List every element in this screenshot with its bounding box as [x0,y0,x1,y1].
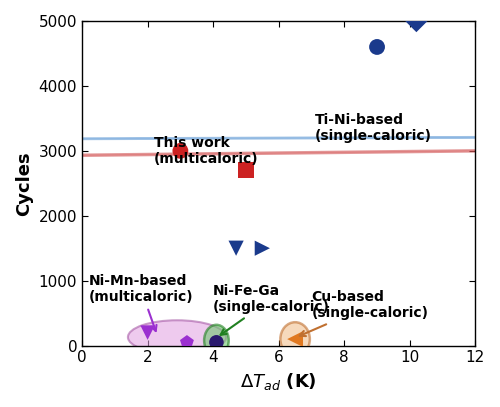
Point [242,167,250,173]
X-axis label: $\Delta T_{ad}$ (K): $\Delta T_{ad}$ (K) [240,371,317,392]
Point [232,245,240,252]
Text: Ni-Mn-based
(multicaloric): Ni-Mn-based (multicaloric) [88,274,193,331]
Text: Ni-Fe-Ga
(single-caloric): Ni-Fe-Ga (single-caloric) [213,284,330,335]
Text: Ti-Ni-based
(single-caloric): Ti-Ni-based (single-caloric) [315,113,432,143]
Point [176,148,184,154]
Ellipse shape [128,320,226,354]
Text: This work
(multicaloric): This work (multicaloric) [154,136,259,166]
Point [212,339,220,346]
Point [373,44,381,50]
Ellipse shape [280,322,310,356]
Point [412,18,420,24]
Text: Cu-based
(single-caloric): Cu-based (single-caloric) [300,290,428,336]
Point [258,245,266,252]
Y-axis label: Cycles: Cycles [15,151,33,216]
Point [291,336,299,342]
Ellipse shape [0,109,500,199]
Point [144,329,152,336]
Ellipse shape [204,325,229,356]
Point [183,339,191,346]
Ellipse shape [0,17,500,259]
